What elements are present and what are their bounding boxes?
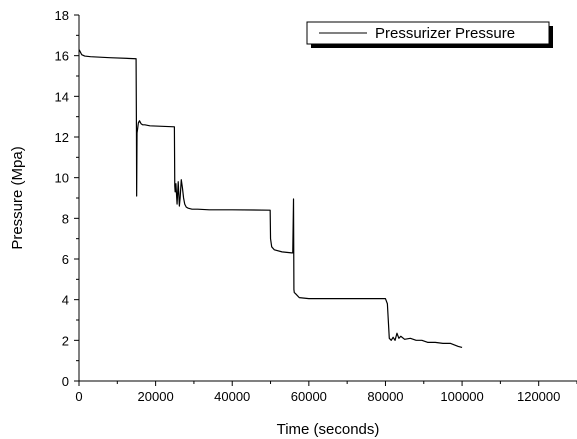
series (78, 49, 463, 349)
x-tick-label: 120000 (517, 389, 560, 404)
x-tick-label: 20000 (138, 389, 174, 404)
x-tick-label: 40000 (214, 389, 250, 404)
ticks: 0 20000 40000 60000 80000 100000 120000 0 2 4 6 8 10… (55, 8, 577, 404)
x-axis-title: Time (seconds) (277, 421, 380, 438)
y-tick-label: 2 (62, 333, 69, 348)
legend-box (306, 21, 550, 45)
y-tick-label: 4 (62, 293, 69, 308)
y-tick-label: 18 (55, 8, 69, 23)
y-tick-label: 14 (55, 89, 69, 104)
x-tick-label: 60000 (291, 389, 327, 404)
y-tick-label: 8 (62, 211, 69, 226)
axes (78, 15, 577, 382)
legend-label: Pressurizer Pressure (375, 25, 515, 42)
series-line-pressurizer-pressure (78, 49, 463, 349)
y-tick-label: 12 (55, 130, 69, 145)
x-tick-label: 100000 (440, 389, 483, 404)
x-tick-label: 80000 (367, 389, 403, 404)
x-tick-label: 0 (75, 389, 82, 404)
y-tick-label: 16 (55, 49, 69, 64)
y-tick-label: 6 (62, 252, 69, 267)
y-axis-title: Pressure (Mpa) (9, 146, 26, 249)
legend: Pressurizer Pressure (306, 21, 553, 48)
y-tick-label: 10 (55, 171, 69, 186)
y-tick-label: 0 (62, 374, 69, 389)
